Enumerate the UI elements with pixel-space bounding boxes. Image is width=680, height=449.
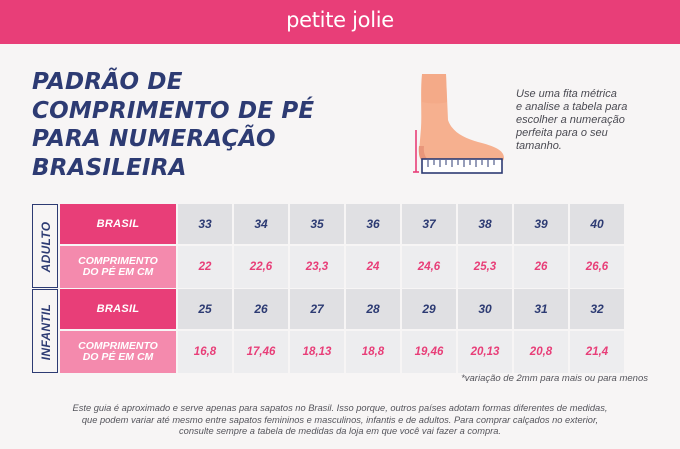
size-cell: 25 [178,289,232,329]
length-cell: 23,3 [290,246,344,288]
length-cell: 22 [178,246,232,288]
instruction-line: e analise a tabela para [516,101,628,113]
instruction-line: escolher a numeração [516,114,625,126]
size-cell: 27 [290,289,344,329]
size-cell: 31 [514,289,568,329]
size-cell: 28 [346,289,400,329]
length-cell: 25,3 [458,246,512,288]
brand-logo: petite jolie [286,8,394,32]
table-side-label-box: ADULTO [32,204,58,288]
length-cell: 21,4 [570,331,624,373]
row-header-line: COMPRIMENTO [78,255,158,267]
size-cell: 30 [458,289,512,329]
size-cell: 35 [290,204,344,244]
instruction-line: Use uma fita métrica [516,88,617,100]
disclaimer-line: Este guia é aproximado e serve apenas pa… [72,403,608,413]
table-side-label: ADULTO [39,221,53,273]
size-cell: 38 [458,204,512,244]
row-header-line: DO PÉ EM CM [82,351,154,363]
row-header-comprimento: COMPRIMENTO DO PÉ EM CM [60,331,176,373]
page-title: PADRÃO DE COMPRIMENTO DE PÉ PARA NUMERAÇ… [32,68,362,182]
length-cell: 26,6 [570,246,624,288]
size-cell: 26 [234,289,288,329]
disclaimer-text: Este guia é aproximado e serve apenas pa… [20,403,660,438]
instruction-line: perfeita para o seu [516,127,608,139]
size-cell: 36 [346,204,400,244]
row-header-brasil: BRASIL [60,204,176,244]
table-side-label-box: INFANTIL [32,289,58,373]
size-cell: 33 [178,204,232,244]
row-header-comprimento: COMPRIMENTO DO PÉ EM CM [60,246,176,288]
length-cell: 24 [346,246,400,288]
title-line: PARA NUMERAÇÃO [32,126,276,152]
length-cell: 18,13 [290,331,344,373]
title-line: COMPRIMENTO DE PÉ [32,97,315,124]
row-header-line: COMPRIMENTO [78,340,158,352]
length-cell: 26 [514,246,568,288]
size-cell: 34 [234,204,288,244]
size-cell: 39 [514,204,568,244]
variation-note: *variação de 2mm para mais ou para menos [461,373,648,384]
length-cell: 20,13 [458,331,512,373]
length-cell: 20,8 [514,331,568,373]
row-header-line: DO PÉ EM CM [82,266,154,278]
size-cell: 29 [402,289,456,329]
header-bar: petite jolie [0,0,680,44]
instruction-text: Use uma fita métrica e analise a tabela … [516,88,666,153]
kids-size-table: INFANTIL BRASIL COMPRIMENTO DO PÉ EM CM … [32,289,648,373]
length-cell: 18,8 [346,331,400,373]
length-cell: 22,6 [234,246,288,288]
disclaimer-line: que podem variar até mesmo entre sapatos… [81,414,599,425]
length-cell: 16,8 [178,331,232,373]
row-header-brasil: BRASIL [60,289,176,329]
title-line: BRASILEIRA [32,154,187,181]
foot-on-ruler-icon [413,74,504,174]
length-cell: 19,46 [402,331,456,373]
table-side-label: INFANTIL [39,303,53,361]
instruction-line: tamanho. [516,140,562,152]
size-cell: 32 [570,289,624,329]
title-line: PADRÃO DE [32,69,183,95]
disclaimer-line: consulte sempre a tabela de medidas da l… [179,426,501,436]
size-cell: 40 [570,204,624,244]
length-cell: 24,6 [402,246,456,288]
adult-size-table: ADULTO BRASIL COMPRIMENTO DO PÉ EM CM 33… [32,204,648,288]
size-cell: 37 [402,204,456,244]
length-cell: 17,46 [234,331,288,373]
